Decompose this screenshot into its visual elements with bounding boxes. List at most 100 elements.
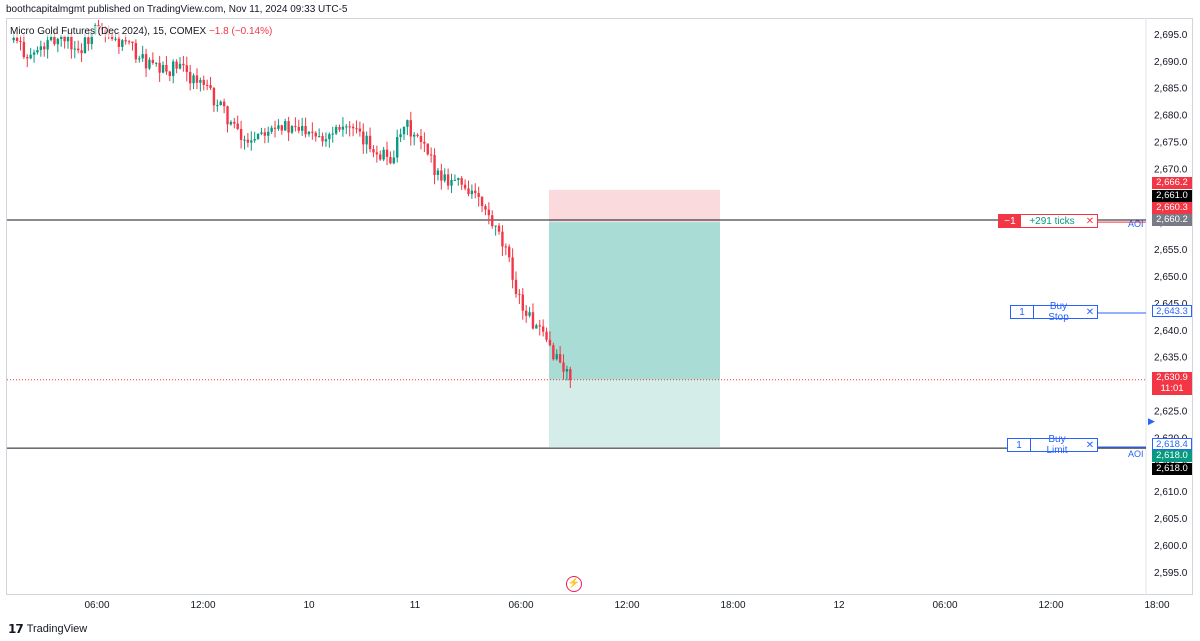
- candle-body: [239, 128, 243, 140]
- candle-body: [545, 331, 548, 340]
- candle-body: [15, 37, 19, 41]
- buy-stop-label: Buy Stop: [1048, 301, 1069, 323]
- x-tick-label: 18:00: [720, 600, 745, 611]
- candle-body: [185, 65, 188, 72]
- candle-body: [406, 120, 409, 127]
- candle-body: [43, 46, 46, 50]
- lightning-icon[interactable]: ⚡: [566, 576, 582, 592]
- candle-body: [273, 127, 277, 129]
- candle-body: [87, 37, 90, 44]
- x-tick-label: 10: [303, 600, 315, 611]
- candle-body: [385, 149, 389, 157]
- scroll-right-arrow-icon[interactable]: ▶: [1148, 416, 1155, 426]
- buy-stop-order[interactable]: 1 Buy Stop ✕: [1010, 301, 1098, 323]
- candle-body: [368, 135, 372, 150]
- candle-body: [433, 155, 436, 175]
- candle-body: [141, 54, 144, 59]
- candle-body: [331, 133, 334, 135]
- candle-body: [76, 48, 80, 51]
- candle-body: [205, 84, 209, 86]
- stop-price-label: 2,660.3: [1152, 202, 1192, 214]
- x-tick-label: 12:00: [614, 600, 639, 611]
- cancel-buy-limit-icon[interactable]: ✕: [1085, 439, 1095, 451]
- candle-body: [423, 141, 426, 144]
- candle-body: [216, 105, 219, 107]
- candle-body: [379, 154, 382, 160]
- candle-body: [199, 79, 202, 83]
- buy-limit-qty: 1: [1008, 439, 1031, 451]
- y-tick-label: 2,625.0: [1154, 407, 1188, 418]
- candle-body: [202, 79, 205, 85]
- candle-body: [172, 61, 175, 76]
- candle-body: [26, 57, 29, 59]
- close-position-icon[interactable]: ✕: [1085, 215, 1095, 227]
- candle-body: [521, 294, 524, 311]
- candle-body: [148, 59, 151, 69]
- candle-body: [477, 193, 480, 197]
- y-tick-label: 2,605.0: [1154, 514, 1188, 525]
- candle-body: [487, 209, 491, 216]
- candle-body: [256, 133, 260, 140]
- candle-body: [49, 36, 53, 41]
- candle-body: [243, 139, 246, 141]
- candle-body: [382, 149, 385, 160]
- candle-body: [491, 215, 494, 227]
- candle-body: [290, 126, 294, 133]
- symbol-title[interactable]: Micro Gold Futures (Dec 2024), 15, COMEX…: [10, 26, 273, 37]
- candle-body: [412, 134, 416, 137]
- candle-body: [328, 134, 331, 140]
- x-tick-label: 06:00: [84, 600, 109, 611]
- y-tick-label: 2,655.0: [1154, 245, 1188, 256]
- candle-body: [73, 48, 76, 50]
- candle-body: [436, 170, 440, 175]
- y-tick-label: 2,610.0: [1154, 487, 1188, 498]
- y-tick-label: 2,645.0: [1154, 299, 1188, 310]
- candle-body: [138, 58, 141, 60]
- candle-body: [531, 312, 535, 329]
- candle-body: [260, 132, 263, 134]
- cancel-buy-stop-icon[interactable]: ✕: [1085, 306, 1095, 318]
- candle-body: [22, 42, 26, 58]
- candle-body: [60, 35, 63, 39]
- candle-body: [270, 127, 273, 132]
- y-tick-label: 2,690.0: [1154, 57, 1188, 68]
- candle-body: [494, 225, 497, 227]
- symbol-change: −1.8 (−0.14%): [208, 26, 273, 37]
- candle-body: [504, 246, 508, 248]
- candle-body: [175, 61, 178, 69]
- candle-body: [562, 362, 565, 372]
- candle-body: [212, 88, 216, 106]
- candle-body: [178, 63, 182, 69]
- candle-body: [280, 125, 284, 131]
- candle-body: [317, 136, 321, 138]
- candle-body: [19, 40, 22, 43]
- candle-body: [348, 126, 351, 128]
- x-tick-label: 06:00: [932, 600, 957, 611]
- x-tick-label: 06:00: [508, 600, 533, 611]
- candle-body: [338, 126, 341, 130]
- candle-body: [426, 143, 429, 155]
- candle-body: [535, 325, 538, 329]
- x-tick-label: 11: [410, 600, 421, 611]
- candle-body: [375, 152, 379, 155]
- candle-body: [134, 43, 138, 60]
- candle-body: [80, 50, 83, 54]
- buy-limit-order[interactable]: 1 Buy Limit ✕: [1007, 434, 1098, 456]
- candle-body: [341, 126, 345, 130]
- candle-body: [83, 37, 87, 54]
- y-tick-label: 2,650.0: [1154, 272, 1188, 283]
- candle-body: [514, 279, 518, 295]
- candle-body: [56, 38, 60, 45]
- aoi-label-upper: AOI: [1128, 219, 1144, 229]
- position-line-label[interactable]: −1 +291 ticks ✕: [998, 214, 1098, 228]
- candle-body: [321, 136, 324, 142]
- candle-body: [192, 75, 195, 84]
- candle-body: [518, 294, 521, 296]
- candle-body: [497, 225, 501, 232]
- x-tick-label: 18:00: [1144, 600, 1169, 611]
- y-tick-label: 2,695.0: [1154, 30, 1188, 41]
- candle-body: [474, 190, 477, 194]
- position-qty: −1: [999, 215, 1021, 227]
- candle-body: [168, 71, 172, 76]
